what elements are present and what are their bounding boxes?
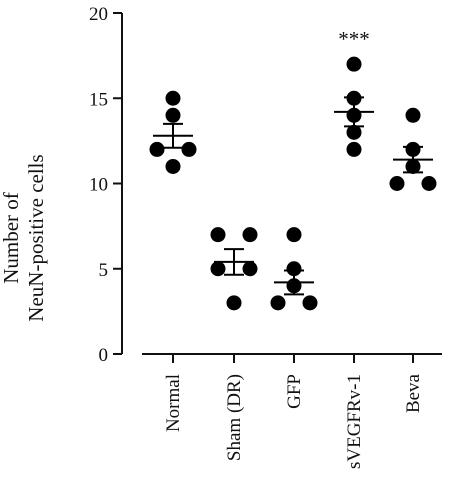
data-point: [389, 176, 405, 191]
x-category-label: GFP: [284, 374, 305, 409]
data-point: [270, 295, 286, 311]
data-point: [226, 295, 242, 311]
data-point: [286, 227, 302, 243]
data-point: [302, 295, 318, 311]
y-axis: 0 5 10 15 20: [89, 4, 123, 366]
data-point: [165, 90, 181, 106]
x-category-label: Beva: [403, 373, 424, 413]
significance-label: ***: [338, 27, 370, 51]
group-1: [210, 227, 258, 311]
annotations: ***: [338, 27, 370, 51]
x-category-label: sVEGFRv-1: [344, 374, 365, 469]
data-point: [242, 227, 258, 243]
group-4: [389, 107, 437, 191]
data-point: [210, 261, 226, 277]
data-point: [405, 107, 421, 123]
data-point: [346, 141, 362, 157]
y-tick-label: 20: [89, 4, 108, 25]
data-point: [165, 158, 181, 174]
data-point: [210, 227, 226, 243]
data-point: [421, 176, 437, 191]
y-tick-label: 10: [89, 175, 108, 196]
data-point: [242, 261, 258, 277]
plot-area: [149, 56, 437, 311]
data-point: [346, 124, 362, 140]
y-tick-label: 15: [89, 89, 108, 110]
x-category-label: Sham (DR): [224, 374, 245, 461]
data-point: [165, 107, 181, 123]
y-tick-label: 5: [99, 260, 109, 281]
x-axis: Normal Sham (DR) GFP sVEGFRv-1 Beva: [142, 353, 442, 469]
group-2: [270, 227, 318, 311]
y-tick-label: 0: [99, 345, 109, 366]
y-axis-title-line: Number of: [0, 192, 23, 284]
data-point: [181, 141, 197, 157]
group-3: [334, 56, 374, 157]
data-point: [149, 141, 165, 157]
x-category-label: Normal: [163, 374, 184, 432]
data-point: [346, 56, 362, 72]
group-0: [149, 90, 197, 174]
data-point: [286, 261, 302, 277]
y-axis-title: Number of NeuN-positive cells: [0, 154, 48, 321]
y-axis-title-line: NeuN-positive cells: [24, 154, 48, 321]
